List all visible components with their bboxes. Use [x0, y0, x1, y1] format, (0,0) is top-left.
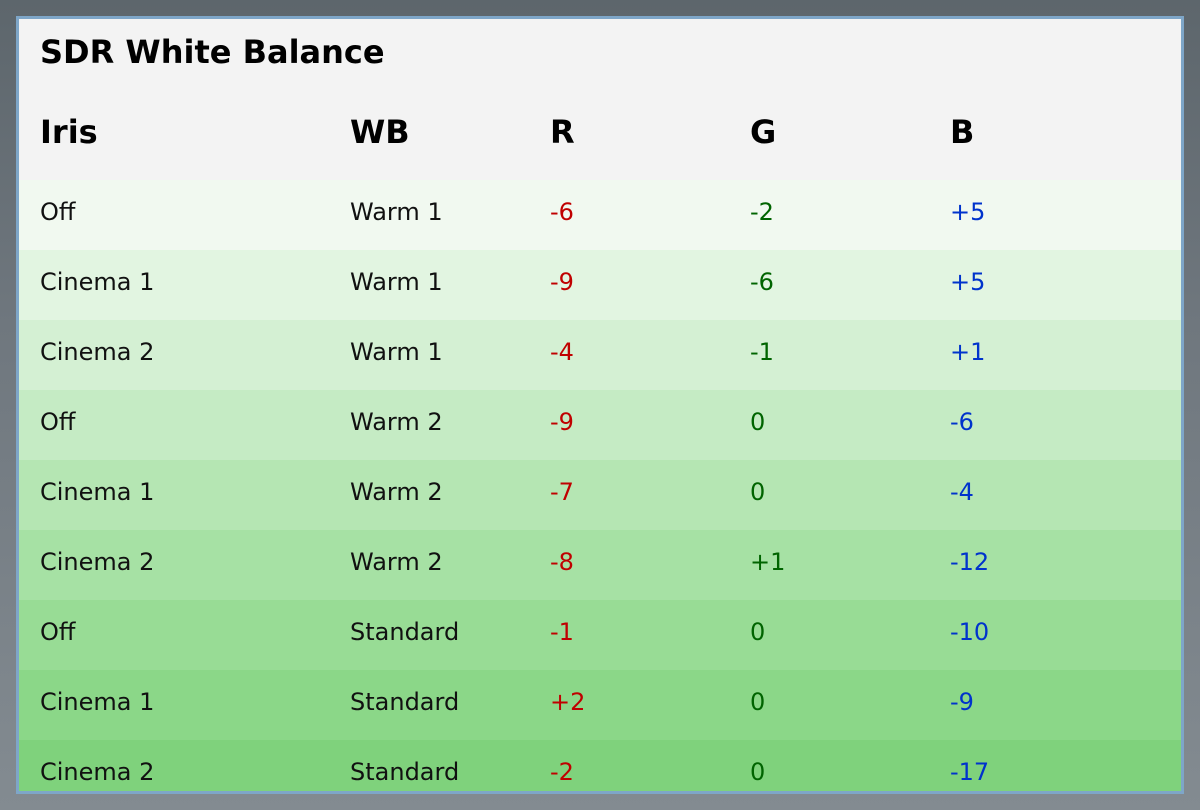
- iris-cell: Cinema 1: [40, 268, 155, 296]
- b-value-cell: -10: [950, 618, 990, 646]
- table-row: Off Standard -1 0 -10: [19, 600, 1181, 670]
- b-value-cell: -12: [950, 548, 990, 576]
- g-value-cell: -1: [750, 338, 774, 366]
- b-value-cell: +5: [950, 268, 986, 296]
- b-value-cell: -9: [950, 688, 974, 716]
- r-value-cell: -9: [550, 268, 574, 296]
- g-value-cell: 0: [750, 618, 766, 646]
- iris-cell: Off: [40, 408, 76, 436]
- table-row: Cinema 2 Warm 1 -4 -1 +1: [19, 320, 1181, 390]
- r-value-cell: -8: [550, 548, 574, 576]
- r-value-cell: -2: [550, 758, 574, 786]
- r-value-cell: -1: [550, 618, 574, 646]
- b-value-cell: +1: [950, 338, 986, 366]
- wb-cell: Warm 2: [350, 548, 443, 576]
- column-header-b: B: [950, 113, 975, 151]
- wb-cell: Standard: [350, 688, 460, 716]
- g-value-cell: 0: [750, 758, 766, 786]
- table-row: Cinema 1 Standard +2 0 -9: [19, 670, 1181, 740]
- page-title: SDR White Balance: [40, 33, 385, 71]
- wb-cell: Warm 1: [350, 198, 443, 226]
- b-value-cell: -17: [950, 758, 990, 786]
- r-value-cell: -9: [550, 408, 574, 436]
- wb-cell: Standard: [350, 758, 460, 786]
- iris-cell: Cinema 2: [40, 338, 155, 366]
- g-value-cell: 0: [750, 688, 766, 716]
- wb-cell: Warm 2: [350, 408, 443, 436]
- wb-cell: Standard: [350, 618, 460, 646]
- wb-cell: Warm 2: [350, 478, 443, 506]
- r-value-cell: -7: [550, 478, 574, 506]
- iris-cell: Cinema 2: [40, 548, 155, 576]
- iris-cell: Cinema 1: [40, 688, 155, 716]
- column-header-wb: WB: [350, 113, 410, 151]
- table-row: Off Warm 1 -6 -2 +5: [19, 180, 1181, 250]
- b-value-cell: -6: [950, 408, 974, 436]
- table-row: Cinema 1 Warm 2 -7 0 -4: [19, 460, 1181, 530]
- iris-cell: Cinema 2: [40, 758, 155, 786]
- r-value-cell: -4: [550, 338, 574, 366]
- column-header-iris: Iris: [40, 113, 98, 151]
- g-value-cell: 0: [750, 478, 766, 506]
- r-value-cell: +2: [550, 688, 586, 716]
- wb-cell: Warm 1: [350, 338, 443, 366]
- g-value-cell: 0: [750, 408, 766, 436]
- b-value-cell: -4: [950, 478, 974, 506]
- column-header-g: G: [750, 113, 777, 151]
- table-row: Cinema 2 Standard -2 0 -17: [19, 740, 1181, 791]
- table-body: Off Warm 1 -6 -2 +5 Cinema 1 Warm 1 -9 -6 +5 Cinem…: [19, 180, 1181, 791]
- table-row: Off Warm 2 -9 0 -6: [19, 390, 1181, 460]
- table-row: Cinema 2 Warm 2 -8 +1 -12: [19, 530, 1181, 600]
- iris-cell: Cinema 1: [40, 478, 155, 506]
- column-header-r: R: [550, 113, 575, 151]
- g-value-cell: -6: [750, 268, 774, 296]
- r-value-cell: -6: [550, 198, 574, 226]
- g-value-cell: +1: [750, 548, 786, 576]
- iris-cell: Off: [40, 198, 76, 226]
- wb-cell: Warm 1: [350, 268, 443, 296]
- table-header: Iris WB R G B: [19, 110, 1181, 182]
- table-row: Cinema 1 Warm 1 -9 -6 +5: [19, 250, 1181, 320]
- b-value-cell: +5: [950, 198, 986, 226]
- white-balance-panel: SDR White Balance Iris WB R G B Off Warm …: [16, 16, 1184, 794]
- iris-cell: Off: [40, 618, 76, 646]
- g-value-cell: -2: [750, 198, 774, 226]
